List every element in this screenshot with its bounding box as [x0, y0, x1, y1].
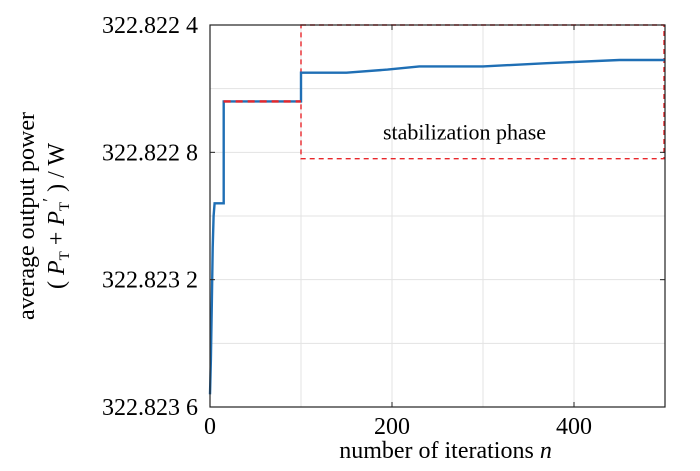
x-axis-label-var: n: [540, 438, 552, 464]
ticks: 0 200 400 322.822 4 322.822 8 322.823 2 322.82…: [102, 13, 665, 440]
x-tick-label: 200: [374, 414, 410, 440]
grid: [210, 25, 665, 407]
x-tick-label: 0: [204, 414, 216, 440]
x-tick-label: 400: [556, 414, 592, 440]
annotation-label: stabilization phase: [383, 120, 546, 145]
y-axis-label: average output power ( PT + PT′ ) / W: [14, 112, 73, 320]
x-axis-label-text: number of iterations: [339, 438, 540, 464]
series-layer: [208, 58, 665, 395]
y-axis-label-line1: average output power: [14, 112, 40, 320]
y-tick-label: 322.822 4: [102, 13, 198, 39]
y-tick-label: 322.823 6: [102, 395, 198, 421]
y-axis-label-line2: ( PT + PT′ ) / W: [39, 143, 73, 289]
x-axis-label: number of iterations n: [339, 438, 552, 464]
y-tick-label: 322.822 8: [102, 140, 198, 166]
axes-frame: [209, 24, 666, 408]
y-tick-label: 322.823 2: [102, 268, 198, 294]
series-line: [208, 58, 665, 395]
